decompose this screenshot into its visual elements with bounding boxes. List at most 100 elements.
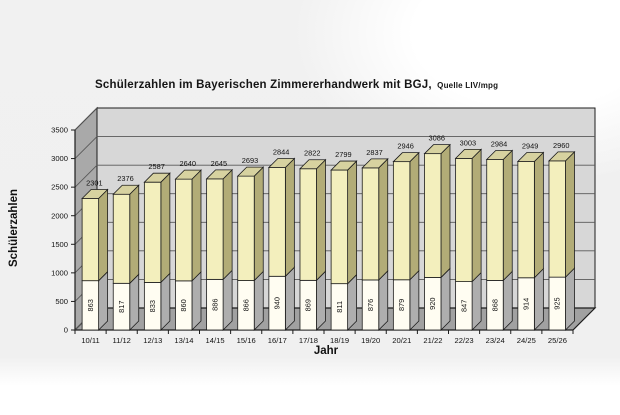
bar-total-label: 2799 [335, 150, 351, 159]
bar-top-face [81, 189, 109, 199]
bar-upper-side [533, 151, 544, 279]
bar-lower-side [533, 267, 544, 331]
bar-top-face [361, 158, 389, 169]
bar-top-face [267, 158, 296, 168]
x-tick-label: 25/26 [548, 336, 567, 345]
x-tick-label: 16/17 [268, 336, 287, 345]
bar-top-face [112, 184, 140, 195]
bar-segment-label: 914 [522, 298, 531, 310]
bar-total-label: 2949 [522, 141, 538, 150]
bar-upper-side [409, 151, 420, 281]
bar-segment-label: 868 [490, 299, 499, 311]
bar-top-face [516, 152, 545, 162]
bar-total-label: 2960 [553, 141, 569, 150]
x-tick-label: 12/13 [143, 336, 162, 345]
bar-top-face [299, 159, 327, 170]
bar-upper-side [502, 149, 513, 282]
x-tick-label: 14/15 [206, 336, 225, 345]
bar-total-label: 2693 [242, 156, 258, 165]
bar-top-face [454, 148, 483, 159]
bar-upper-front [486, 159, 504, 281]
bar-segment-label: 886 [210, 299, 219, 311]
bar-total-label: 2301 [86, 179, 102, 188]
bar-segment-label: 920 [428, 298, 437, 310]
bar-upper-front [237, 175, 255, 281]
bar-lower-side [440, 267, 451, 331]
bar-segment-label: 866 [241, 299, 250, 311]
bar-total-label: 2837 [366, 148, 382, 157]
bar-upper-side [284, 157, 295, 278]
bar-lower-side [565, 267, 575, 331]
bar-total-label: 2946 [397, 142, 413, 151]
bar-lower-side [98, 270, 109, 331]
bar-upper-front [548, 160, 566, 278]
bar-upper-front [424, 153, 442, 278]
bar-total-label: 3003 [460, 138, 476, 147]
bar-upper-side [347, 160, 358, 285]
bar-upper-side [129, 184, 140, 285]
bar-segment-label: 869 [304, 299, 313, 311]
bar-total-label: 2640 [180, 159, 196, 168]
y-tick-label: 2500 [51, 183, 68, 192]
x-tick-label: 19/20 [361, 336, 380, 345]
x-tick-label: 18/19 [330, 336, 349, 345]
y-tick-label: 3000 [51, 154, 68, 163]
x-tick-label: 23/24 [486, 336, 505, 345]
bar-total-label: 2376 [117, 174, 133, 183]
bar-top-face [485, 150, 514, 160]
left-wall-hatch [74, 136, 98, 159]
bar-upper-front [361, 167, 380, 281]
bar-upper-side [98, 188, 109, 282]
bar-upper-front [330, 169, 349, 285]
left-wall-hatch [74, 164, 98, 188]
bar-upper-side [378, 157, 389, 281]
x-tick-label: 20/21 [392, 336, 411, 345]
bar-segment-label: 811 [335, 301, 344, 313]
bar-lower-side [160, 272, 171, 331]
x-tick-label: 24/25 [517, 336, 536, 345]
bar-segment-label: 817 [117, 300, 126, 312]
bar-top-face [423, 144, 451, 155]
x-tick-label: 17/18 [299, 336, 318, 345]
bar-upper-front [81, 198, 100, 282]
bar-lower-side [347, 273, 358, 331]
y-tick-label: 0 [64, 326, 68, 335]
y-tick-label: 2000 [51, 211, 68, 220]
bar-upper-front [206, 178, 224, 280]
x-tick-label: 11/12 [112, 336, 130, 345]
x-tick-label: 21/22 [423, 336, 442, 345]
y-tick-label: 1500 [51, 240, 68, 249]
bar-upper-front [299, 168, 317, 281]
bar-upper-side [253, 166, 264, 282]
bar-segment-label: 925 [553, 297, 562, 309]
x-tick-label: 22/23 [455, 336, 474, 345]
y-tick-label: 500 [55, 297, 68, 306]
bar-top-face [205, 169, 234, 180]
bar-segment-label: 940 [273, 297, 282, 309]
bar-segment-label: 847 [459, 300, 468, 312]
bar-lower-side [471, 271, 482, 331]
bar-lower-side [316, 270, 326, 331]
bar-upper-side [316, 158, 326, 282]
bar-lower-side [502, 270, 513, 331]
bar-lower-side [253, 270, 264, 331]
bar-upper-side [471, 148, 482, 283]
bar-total-label: 2587 [148, 162, 164, 171]
bar-upper-side [440, 143, 451, 279]
x-tick-label: 15/16 [237, 336, 256, 345]
bar-lower-side [284, 266, 295, 331]
y-tick-label: 3500 [51, 126, 68, 135]
bar-upper-front [455, 157, 473, 282]
y-axis-title: Schülerzahlen [8, 189, 20, 267]
bar-total-label: 3086 [429, 134, 445, 143]
bar-lower-side [409, 269, 420, 331]
bar-lower-side [378, 269, 389, 331]
bar-upper-side [222, 168, 233, 281]
bar-upper-front [143, 181, 162, 283]
x-tick-label: 10/11 [81, 336, 99, 345]
bar-top-face [174, 169, 202, 180]
bar-upper-front [175, 178, 193, 282]
bar-top-face [236, 166, 265, 177]
left-wall-hatch [74, 107, 98, 131]
